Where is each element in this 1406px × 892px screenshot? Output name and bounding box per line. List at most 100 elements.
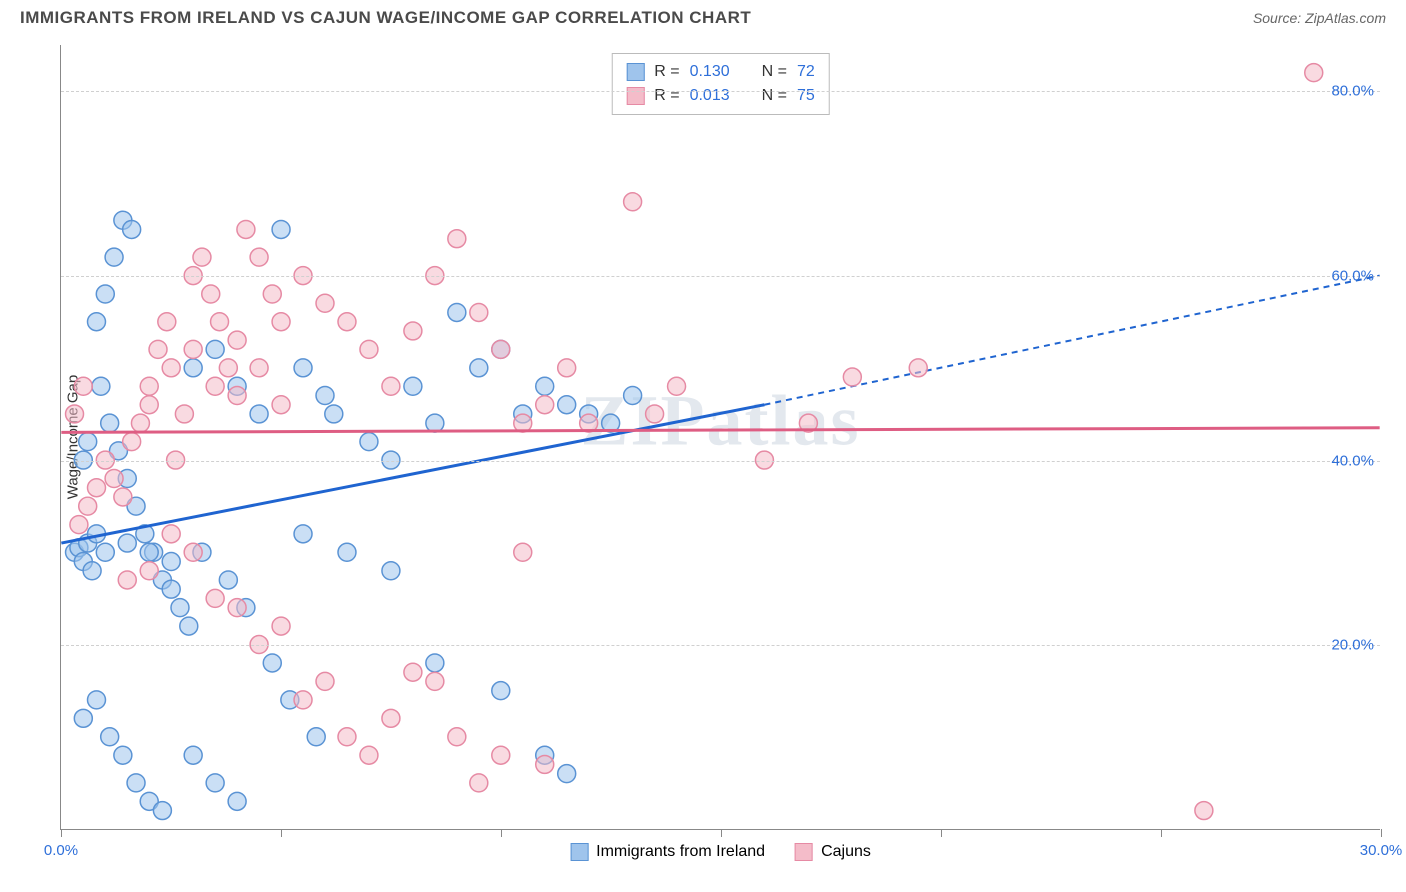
scatter-point [184, 340, 202, 358]
scatter-point [316, 387, 334, 405]
scatter-point [404, 322, 422, 340]
scatter-point [448, 728, 466, 746]
scatter-point [140, 543, 158, 561]
stats-row: R =0.013N =75 [626, 84, 815, 108]
scatter-point [184, 359, 202, 377]
scatter-point [131, 414, 149, 432]
scatter-point [316, 672, 334, 690]
scatter-point [272, 220, 290, 238]
x-tick [281, 829, 282, 837]
scatter-point [127, 774, 145, 792]
scatter-point [101, 728, 119, 746]
scatter-point [316, 294, 334, 312]
scatter-point [228, 331, 246, 349]
scatter-point [294, 359, 312, 377]
scatter-point [426, 672, 444, 690]
scatter-point [158, 313, 176, 331]
scatter-point [101, 414, 119, 432]
scatter-point [448, 303, 466, 321]
y-tick-label: 40.0% [1331, 452, 1374, 469]
scatter-point [624, 193, 642, 211]
scatter-point [66, 405, 84, 423]
scatter-point [558, 396, 576, 414]
x-tick [941, 829, 942, 837]
scatter-point [360, 746, 378, 764]
scatter-point [149, 340, 167, 358]
scatter-point [140, 562, 158, 580]
scatter-point [228, 792, 246, 810]
scatter-point [123, 220, 141, 238]
scatter-point [404, 663, 422, 681]
scatter-point [909, 359, 927, 377]
scatter-point [338, 728, 356, 746]
scatter-point [360, 433, 378, 451]
x-tick-label: 0.0% [44, 842, 78, 859]
scatter-point [1195, 802, 1213, 820]
scatter-point [426, 654, 444, 672]
scatter-point [184, 746, 202, 764]
scatter-point [162, 580, 180, 598]
trend-line [61, 405, 764, 543]
r-value: 0.013 [690, 84, 730, 108]
trend-line [61, 428, 1379, 433]
x-tick [721, 829, 722, 837]
scatter-point [206, 774, 224, 792]
scatter-point [250, 248, 268, 266]
scatter-point [325, 405, 343, 423]
scatter-point [206, 340, 224, 358]
scatter-point [105, 248, 123, 266]
scatter-point [79, 497, 97, 515]
chart-title: IMMIGRANTS FROM IRELAND VS CAJUN WAGE/IN… [20, 8, 751, 28]
x-tick [61, 829, 62, 837]
legend-label: Cajuns [821, 843, 871, 861]
scatter-point [558, 359, 576, 377]
x-tick [1161, 829, 1162, 837]
scatter-point [272, 313, 290, 331]
scatter-point [211, 313, 229, 331]
scatter-point [74, 377, 92, 395]
grid-line [61, 645, 1380, 646]
scatter-point [219, 571, 237, 589]
grid-line [61, 461, 1380, 462]
legend-label: Immigrants from Ireland [596, 843, 765, 861]
scatter-point [307, 728, 325, 746]
scatter-point [294, 691, 312, 709]
scatter-point [118, 534, 136, 552]
scatter-point [382, 562, 400, 580]
scatter-point [162, 525, 180, 543]
scatter-point [228, 387, 246, 405]
scatter-point [228, 599, 246, 617]
x-tick [1381, 829, 1382, 837]
n-value: 75 [797, 84, 815, 108]
scatter-point [492, 340, 510, 358]
source-label: Source: ZipAtlas.com [1253, 10, 1386, 26]
scatter-point [382, 709, 400, 727]
scatter-point [404, 377, 422, 395]
y-tick-label: 80.0% [1331, 83, 1374, 100]
scatter-point [382, 377, 400, 395]
scatter-point [250, 405, 268, 423]
scatter-point [272, 617, 290, 635]
r-label: R = [654, 84, 679, 108]
stats-legend: R =0.130N =72R =0.013N =75 [611, 53, 830, 115]
scatter-point [175, 405, 193, 423]
scatter-point [162, 553, 180, 571]
scatter-point [96, 543, 114, 561]
scatter-point [263, 285, 281, 303]
x-tick [501, 829, 502, 837]
scatter-point [624, 387, 642, 405]
scatter-point [219, 359, 237, 377]
scatter-point [114, 488, 132, 506]
scatter-point [338, 543, 356, 561]
scatter-point [180, 617, 198, 635]
r-value: 0.130 [690, 60, 730, 84]
grid-line [61, 276, 1380, 277]
scatter-point [88, 691, 106, 709]
scatter-point [237, 220, 255, 238]
legend-item: Immigrants from Ireland [570, 843, 765, 861]
scatter-point [74, 709, 92, 727]
legend-swatch [570, 843, 588, 861]
scatter-point [96, 285, 114, 303]
scatter-point [360, 340, 378, 358]
scatter-point [79, 433, 97, 451]
